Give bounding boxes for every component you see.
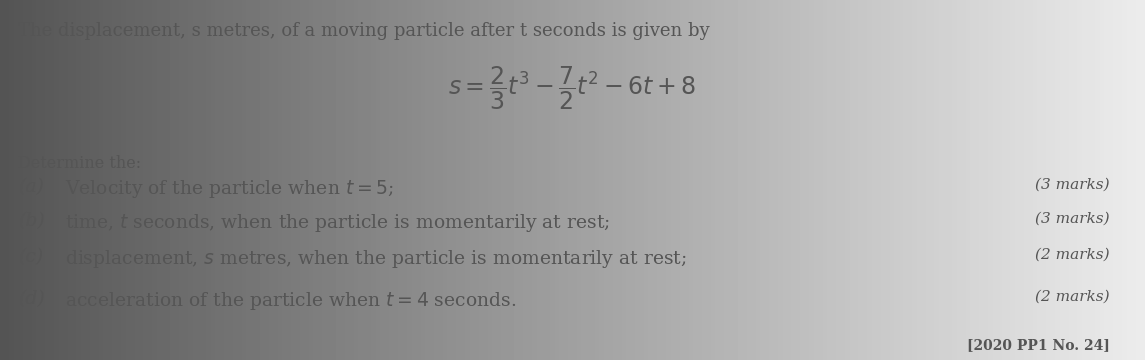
Text: (3 marks): (3 marks) [1035, 178, 1110, 192]
Text: (c): (c) [18, 248, 44, 266]
Text: (2 marks): (2 marks) [1035, 290, 1110, 304]
Text: (2 marks): (2 marks) [1035, 248, 1110, 262]
Text: displacement, $s$ metres, when the particle is momentarily at rest;: displacement, $s$ metres, when the parti… [65, 248, 687, 270]
Text: (d): (d) [18, 290, 45, 308]
Text: Velocity of the particle when $t = 5$;: Velocity of the particle when $t = 5$; [65, 178, 394, 200]
Text: (3 marks): (3 marks) [1035, 212, 1110, 226]
Text: Determine the:: Determine the: [18, 155, 141, 172]
Text: acceleration of the particle when $t = 4$ seconds.: acceleration of the particle when $t = 4… [65, 290, 516, 312]
Text: $s = \dfrac{2}{3}t^3 - \dfrac{7}{2}t^2 - 6t + 8$: $s = \dfrac{2}{3}t^3 - \dfrac{7}{2}t^2 -… [448, 65, 696, 112]
Text: (b): (b) [18, 212, 45, 230]
Text: [2020 PP1 No. 24]: [2020 PP1 No. 24] [968, 338, 1110, 352]
Text: The displacement, s metres, of a moving particle after t seconds is given by: The displacement, s metres, of a moving … [18, 22, 710, 40]
Text: (a): (a) [18, 178, 44, 196]
Text: time, $t$ seconds, when the particle is momentarily at rest;: time, $t$ seconds, when the particle is … [65, 212, 610, 234]
